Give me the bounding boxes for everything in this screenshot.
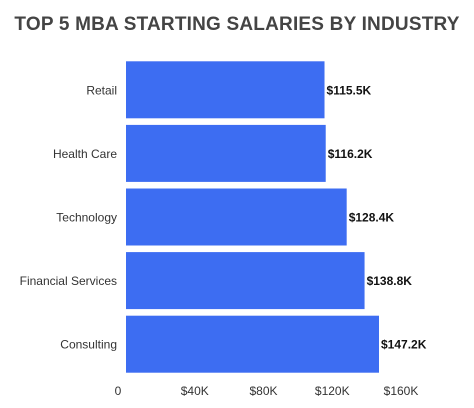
chart-title: TOP 5 MBA STARTING SALARIES BY INDUSTRY xyxy=(14,14,460,35)
category-label: Health Care xyxy=(53,147,117,161)
bar-retail xyxy=(126,61,325,119)
x-axis: 0 $40K $80K $120K $160K xyxy=(115,384,419,398)
category-label: Consulting xyxy=(60,338,117,352)
category-label: Technology xyxy=(56,211,117,225)
data-label: $147.2K xyxy=(381,338,427,352)
bars-layer xyxy=(126,61,379,373)
bar-consulting xyxy=(126,315,379,373)
bar-health-care xyxy=(126,124,326,182)
x-tick-label: $80K xyxy=(249,384,277,398)
category-label: Financial Services xyxy=(20,274,117,288)
x-tick-label: $40K xyxy=(181,384,209,398)
x-tick-label: $120K xyxy=(315,384,350,398)
data-label: $115.5K xyxy=(327,83,372,97)
bar-technology xyxy=(126,188,347,246)
x-tick-label: $160K xyxy=(384,384,419,398)
data-labels-layer: $115.5K $116.2K $128.4K $138.8K $147.2K xyxy=(327,83,427,351)
category-labels-layer: Retail Health Care Technology Financial Ser… xyxy=(20,83,118,351)
data-label: $116.2K xyxy=(328,147,373,161)
bar-financial-services xyxy=(126,252,365,310)
data-label: $138.8K xyxy=(367,274,413,288)
x-tick-label: 0 xyxy=(115,384,122,398)
data-label: $128.4K xyxy=(349,211,395,225)
category-label: Retail xyxy=(86,83,117,97)
